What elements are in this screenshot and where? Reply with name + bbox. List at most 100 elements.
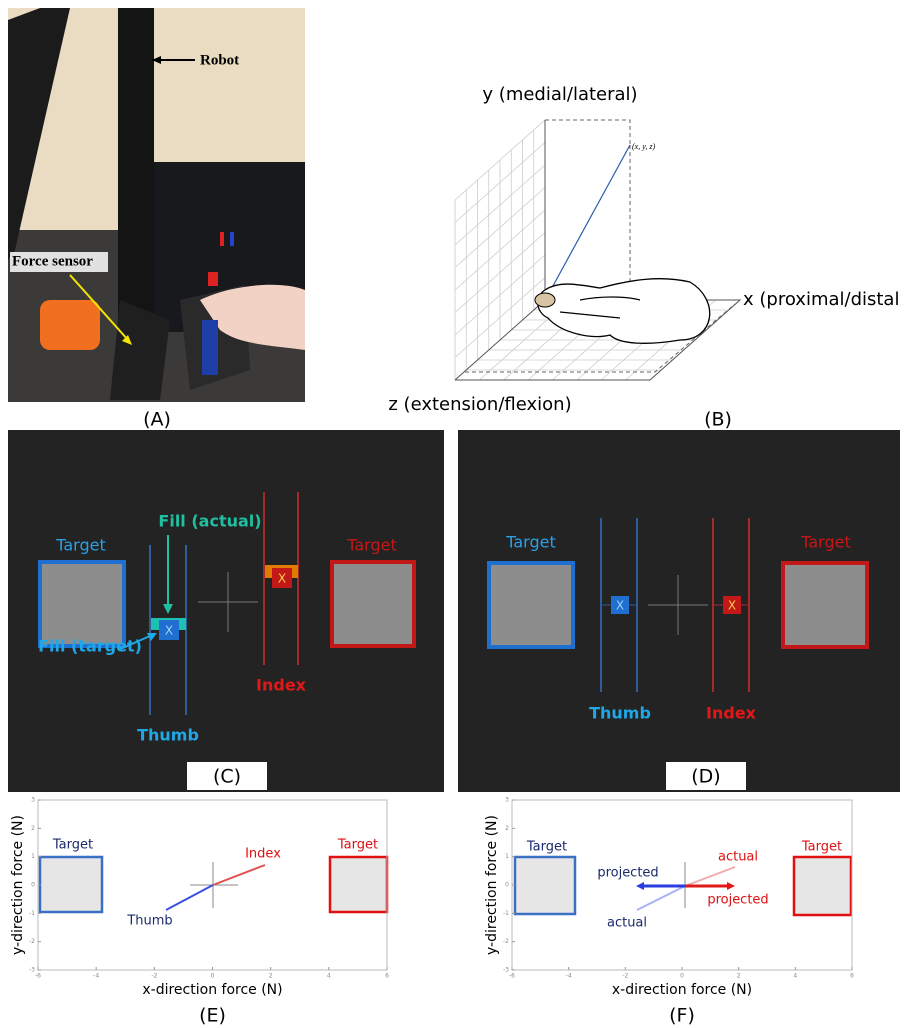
vector-label: actual (607, 916, 647, 931)
screen-bar (230, 232, 234, 246)
target-box (40, 562, 124, 646)
vector-label: Index (245, 847, 281, 862)
finger-label: Thumb (589, 704, 651, 723)
marker-label: X (728, 599, 736, 613)
x-tick-label: -6 (35, 973, 41, 980)
y-tick-label: 0 (31, 882, 35, 889)
panel-d (458, 430, 900, 792)
vector-label: projected (597, 866, 658, 881)
x-tick-label: 2 (269, 973, 273, 980)
target-label: Target (52, 838, 93, 853)
fingertip (535, 293, 555, 307)
y-tick-label: -2 (503, 938, 509, 945)
x-tick-label: -2 (151, 973, 157, 980)
target-box (794, 857, 851, 915)
vector-label: Thumb (126, 914, 172, 929)
x-tick-label: -6 (509, 973, 515, 980)
axes-3d (455, 120, 740, 380)
grid-3d (455, 120, 740, 380)
y-tick-label: -2 (29, 938, 35, 945)
axis-label: y (medial/lateral) (482, 84, 637, 105)
x-tick-label: 0 (211, 973, 215, 980)
panel-label: (D) (691, 766, 720, 788)
target-label: Target (526, 840, 567, 855)
annotation: Robot (200, 52, 239, 68)
x-tick-label: 6 (850, 973, 854, 980)
marker-label: X (278, 572, 286, 586)
x-tick-label: 2 (737, 973, 741, 980)
panel-label: (B) (704, 409, 732, 431)
panel-label: (E) (199, 1005, 226, 1027)
target-label: Target (505, 533, 556, 552)
x-axis-label: x-direction force (N) (612, 982, 752, 998)
finger-piece (202, 320, 218, 375)
y-tick-label: -3 (29, 967, 35, 974)
y-tick-label: 3 (505, 797, 509, 804)
y-tick-label: 0 (505, 882, 509, 889)
y-tick-label: 3 (31, 797, 35, 804)
target-box (489, 563, 573, 647)
robot-tube (118, 8, 154, 328)
vector-label: projected (707, 893, 768, 908)
target-box (330, 857, 387, 912)
panel-label: (F) (669, 1005, 695, 1027)
target-label: Target (801, 840, 842, 855)
x-tick-label: -4 (93, 973, 99, 980)
marker-label: X (616, 599, 624, 613)
x-tick-label: -2 (622, 973, 628, 980)
marker-label: X (165, 624, 173, 638)
x-tick-label: -4 (566, 973, 572, 980)
figure: Robot Force sensor (A) (x, y, z) y (medi… (0, 0, 907, 1028)
hand-outline (538, 279, 710, 344)
finger-label: Index (256, 676, 307, 695)
x-tick-label: 4 (327, 973, 331, 980)
finger-label: Thumb (137, 726, 199, 745)
x-tick-label: 4 (793, 973, 797, 980)
vector (213, 865, 265, 885)
target-label: Target (337, 838, 378, 853)
finger-label: Index (706, 704, 757, 723)
y-tick-label: -1 (503, 910, 509, 917)
y-tick-label: -1 (29, 910, 35, 917)
y-tick-label: -3 (503, 967, 509, 974)
target-label: Target (55, 536, 106, 555)
photo: Robot Force sensor (8, 8, 305, 402)
y-tick-label: 2 (505, 825, 509, 832)
vector (637, 886, 685, 910)
force-sensor-body (40, 300, 100, 350)
plot-f (515, 857, 851, 915)
panel-c (8, 430, 444, 792)
y-axis-label: y-direction force (N) (484, 815, 500, 955)
point-label: (x, y, z) (632, 142, 655, 151)
red-piece (208, 272, 218, 286)
y-tick-label: 2 (31, 825, 35, 832)
target-box (40, 857, 102, 912)
y-tick-label: 1 (31, 853, 35, 860)
target-box (515, 857, 575, 914)
vector (548, 145, 630, 295)
axis-label: x (proximal/distal (743, 289, 899, 310)
screen-bar (220, 232, 224, 246)
annotation: Force sensor (12, 253, 93, 269)
y-axis-label: y-direction force (N) (10, 815, 26, 955)
target-box (783, 563, 867, 647)
panel-label: (A) (143, 409, 171, 431)
page: Robot Force sensor (A) (x, y, z) y (medi… (0, 0, 907, 1028)
target-label: Target (346, 536, 397, 555)
vector (166, 885, 213, 910)
arrowhead (636, 882, 644, 890)
x-tick-label: 6 (385, 973, 389, 980)
arrowhead (727, 882, 735, 890)
annotation: Fill (actual) (158, 512, 261, 531)
target-box (332, 562, 414, 646)
x-axis-label: x-direction force (N) (142, 982, 282, 998)
vector-label: actual (718, 850, 758, 865)
y-tick-label: 1 (505, 853, 509, 860)
panel-label: (C) (213, 766, 241, 788)
target-label: Target (800, 533, 851, 552)
x-tick-label: 0 (680, 973, 684, 980)
annotation: Fill (target) (38, 637, 142, 656)
axis-label: z (extension/flexion) (388, 394, 571, 415)
plot-e (40, 857, 387, 912)
axis-line (455, 120, 740, 380)
